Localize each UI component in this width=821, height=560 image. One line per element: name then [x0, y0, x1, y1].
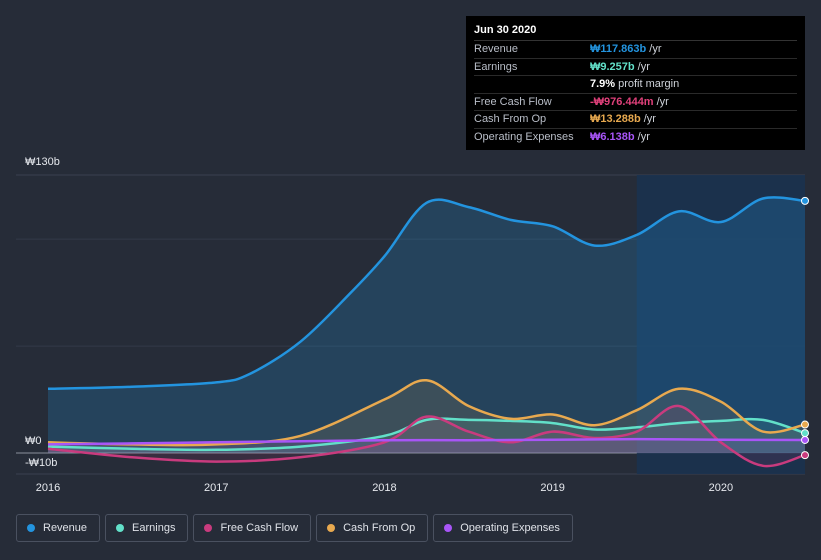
legend-item-revenue[interactable]: Revenue [16, 514, 101, 542]
legend-label: Cash From Op [343, 522, 416, 534]
tooltip: Jun 30 2020 Revenue ₩117.863b/yr Earnings ₩… [466, 16, 805, 150]
axes: ₩130b ₩0 -₩10b 2016 2017 2018 2019 2020 [25, 156, 733, 494]
line-revenue [47, 196, 806, 391]
tooltip-row: Free Cash Flow -₩976.444m/yr [474, 94, 797, 112]
tooltip-label: Cash From Op [474, 113, 547, 126]
legend-dot-icon [27, 524, 35, 532]
tooltip-value: ₩9.257b [590, 60, 635, 73]
series-lines [47, 196, 806, 468]
y-tick-label: ₩130b [25, 156, 60, 168]
series-areas [48, 197, 805, 467]
tooltip-row: Revenue ₩117.863b/yr [474, 41, 797, 59]
tooltip-unit: /yr [656, 95, 669, 108]
tooltip-date: Jun 30 2020 [474, 24, 797, 41]
x-tick-label: 2020 [709, 482, 733, 494]
legend-item-earnings[interactable]: Earnings [105, 514, 189, 542]
line-operating-expenses [47, 437, 806, 446]
legend-label: Earnings [132, 522, 176, 534]
legend-label: Revenue [43, 522, 88, 534]
y-tick-label: -₩10b [25, 457, 57, 469]
tooltip-value: ₩6.138b [590, 130, 635, 143]
tooltip-value: ₩117.863b [590, 43, 647, 55]
tooltip-unit: /yr [637, 60, 650, 73]
tooltip-unit: /yr [637, 130, 650, 143]
x-tick-label: 2017 [204, 482, 228, 494]
tooltip-row: Earnings ₩9.257b/yr [474, 59, 797, 77]
tooltip-row: 7.9% profit margin [474, 76, 797, 94]
end-marker-earnings [801, 429, 809, 438]
tooltip-label [474, 76, 590, 93]
tooltip-unit: /yr [643, 113, 656, 126]
y-tick-label: ₩0 [25, 435, 42, 447]
legend-label: Free Cash Flow [220, 522, 299, 534]
area-revenue [48, 197, 805, 453]
end-marker-operating-expenses [801, 435, 809, 444]
legend-item-free-cash-flow[interactable]: Free Cash Flow [193, 514, 312, 542]
chart-area: ₩130b ₩0 -₩10b 2016 2017 2018 2019 2020 [16, 156, 809, 494]
tooltip-value: -₩976.444m [590, 95, 654, 108]
end-marker-free-cash-flow [801, 451, 809, 460]
tooltip-label: Earnings [474, 60, 518, 73]
x-tick-label: 2016 [36, 482, 60, 494]
legend-dot-icon [116, 524, 125, 532]
tooltip-row: Cash From Op ₩13.288b/yr [474, 111, 797, 129]
end-marker-cash-from-op [801, 420, 809, 429]
tooltip-row: Operating Expenses ₩6.138b/yr [474, 129, 797, 146]
x-tick-label: 2019 [540, 482, 564, 494]
area-free-cash-flow [48, 405, 805, 467]
legend-item-operating-expenses[interactable]: Operating Expenses [433, 514, 573, 542]
tooltip-unit: /yr [649, 43, 662, 55]
tooltip-value: ₩13.288b [590, 113, 641, 126]
legend-dot-icon [327, 524, 336, 532]
legend: Revenue Earnings Free Cash Flow Cash From O… [16, 514, 573, 542]
tooltip-label: Revenue [474, 43, 519, 55]
area-earnings [48, 418, 805, 453]
x-tick-label: 2018 [372, 482, 396, 494]
end-marker-revenue [801, 196, 809, 205]
tooltip-value: 7.9% [590, 78, 616, 91]
legend-dot-icon [204, 524, 213, 532]
tooltip-label: Operating Expenses [474, 130, 574, 143]
legend-label: Operating Expenses [460, 522, 560, 534]
tooltip-label: Free Cash Flow [474, 95, 552, 108]
line-cash-from-op [47, 379, 806, 447]
series-end-markers [801, 196, 809, 460]
tooltip-unit: profit margin [618, 78, 680, 91]
legend-item-cash-from-op[interactable]: Cash From Op [316, 514, 429, 542]
legend-dot-icon [444, 524, 453, 532]
